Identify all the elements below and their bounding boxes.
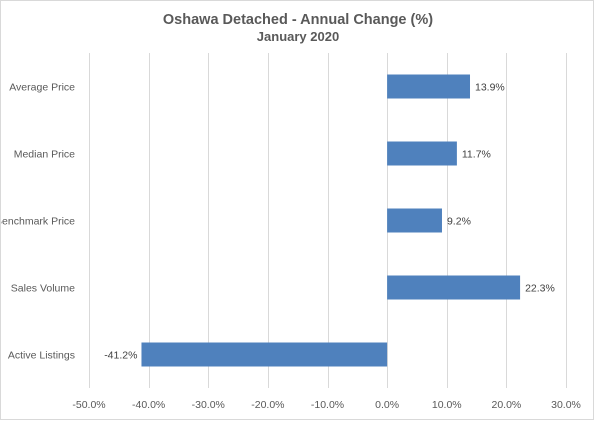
x-tick-label: -40.0% bbox=[132, 399, 165, 411]
chart-subtitle: January 2020 bbox=[257, 29, 339, 44]
x-tick-label: 30.0% bbox=[551, 399, 581, 411]
bars bbox=[141, 74, 521, 367]
chart-title: Oshawa Detached - Annual Change (%) bbox=[163, 12, 433, 28]
bar bbox=[387, 74, 471, 99]
data-label: 13.9% bbox=[475, 82, 505, 94]
category-axis-labels: Average Price Median Price Benchmark Price… bbox=[0, 82, 75, 362]
data-label: 11.7% bbox=[462, 149, 491, 161]
value-axis-labels: -50.0% -40.0% -30.0% -20.0% -10.0% 0.0% 10.0% 2… bbox=[72, 399, 581, 411]
data-label: 22.3% bbox=[525, 283, 555, 295]
x-tick-label: 10.0% bbox=[432, 399, 462, 411]
category-label: Benchmark Price bbox=[1, 216, 75, 228]
x-tick-label: 20.0% bbox=[491, 399, 521, 411]
category-label: Active Listings bbox=[8, 350, 75, 362]
category-label: Sales Volume bbox=[11, 283, 75, 295]
x-tick-label: -10.0% bbox=[311, 399, 344, 411]
bar bbox=[387, 141, 457, 166]
x-tick-label: -30.0% bbox=[192, 399, 225, 411]
bar bbox=[387, 275, 521, 300]
data-label: -41.2% bbox=[104, 350, 137, 362]
gridlines bbox=[89, 53, 567, 388]
category-label: Median Price bbox=[14, 149, 75, 161]
bar bbox=[141, 342, 388, 367]
x-tick-label: -20.0% bbox=[251, 399, 284, 411]
bar bbox=[387, 208, 442, 233]
x-tick-label: -50.0% bbox=[72, 399, 105, 411]
category-label: Average Price bbox=[9, 82, 75, 94]
data-labels: 13.9% 11.7% 9.2% 22.3% -41.2% bbox=[104, 82, 555, 362]
x-tick-label: 0.0% bbox=[375, 399, 399, 411]
data-label: 9.2% bbox=[447, 216, 471, 228]
